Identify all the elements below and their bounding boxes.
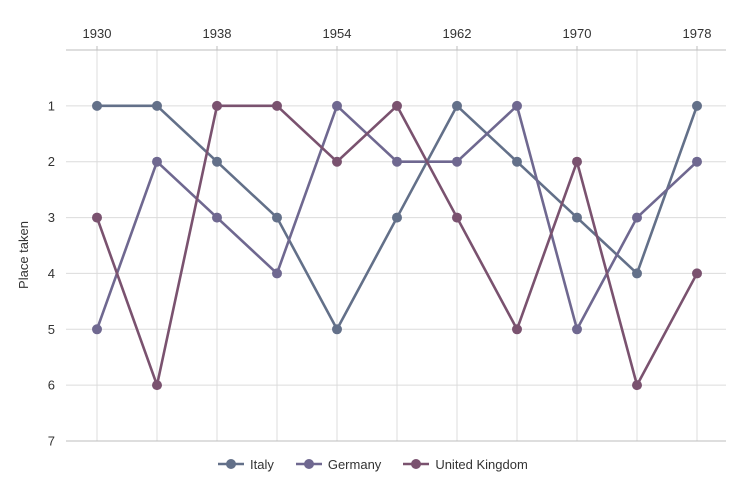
y-tick-label: 3 [48,210,55,225]
legend: Italy Germany United Kingdom [0,452,742,476]
x-tick-label: 1970 [563,26,592,41]
legend-marker-icon [295,459,322,469]
legend-item-united-kingdom[interactable]: United Kingdom [403,457,528,472]
data-point-united-kingdom[interactable] [212,100,222,111]
y-tick-label: 4 [48,266,55,281]
data-point-united-kingdom[interactable] [152,380,162,391]
data-point-italy[interactable] [692,100,702,111]
y-tick-label: 2 [48,154,55,169]
data-point-germany[interactable] [212,212,222,223]
data-point-germany[interactable] [452,156,462,167]
data-point-italy[interactable] [332,324,342,335]
legend-label: United Kingdom [435,456,528,472]
legend-item-italy[interactable]: Italy [218,457,274,472]
data-point-united-kingdom[interactable] [632,380,642,391]
x-tick-label: 1954 [323,26,352,41]
data-point-italy[interactable] [452,100,462,111]
legend-label: Germany [327,456,382,472]
data-point-germany[interactable] [92,324,102,335]
x-tick-label: 1978 [683,26,712,41]
series [92,100,702,391]
data-point-italy[interactable] [152,100,162,111]
data-point-united-kingdom[interactable] [272,100,282,111]
y-tick-label: 7 [48,434,55,449]
y-tick-label: 6 [48,378,55,393]
data-point-united-kingdom[interactable] [92,212,102,223]
legend-item-germany[interactable]: Germany [295,456,382,472]
legend-marker-icon [403,459,430,469]
x-tick-label: 1962 [443,26,472,41]
data-point-italy[interactable] [512,156,522,167]
data-point-italy[interactable] [632,268,642,279]
data-point-germany[interactable] [692,156,702,167]
x-tick-label: 1930 [83,26,112,41]
legend-label: Italy [250,456,274,472]
data-point-united-kingdom[interactable] [332,156,342,167]
data-point-united-kingdom[interactable] [572,156,582,167]
data-point-germany[interactable] [512,100,522,111]
data-point-italy[interactable] [272,212,282,223]
axes: 1 2 3 4 5 6 7 1930 1938 1954 1962 1970 1978 [48,26,726,449]
data-point-italy[interactable] [392,212,402,223]
series-united-kingdom [92,100,702,391]
y-tick-label: 5 [48,322,55,337]
grid [66,50,726,442]
data-point-germany[interactable] [572,324,582,335]
data-point-united-kingdom[interactable] [692,268,702,279]
data-point-germany[interactable] [632,212,642,223]
legend-marker-icon [218,459,244,469]
y-axis-title: Place taken [16,221,31,289]
data-point-united-kingdom[interactable] [392,100,402,111]
data-point-italy[interactable] [92,100,102,111]
data-point-germany[interactable] [332,100,342,111]
y-tick-label: 1 [48,98,55,113]
data-point-united-kingdom[interactable] [452,212,462,223]
data-point-germany[interactable] [152,156,162,167]
data-point-italy[interactable] [212,156,222,167]
x-tick-label: 1938 [203,26,232,41]
data-point-germany[interactable] [272,268,282,279]
data-point-germany[interactable] [392,156,402,167]
data-point-italy[interactable] [572,212,582,223]
data-point-united-kingdom[interactable] [512,324,522,335]
